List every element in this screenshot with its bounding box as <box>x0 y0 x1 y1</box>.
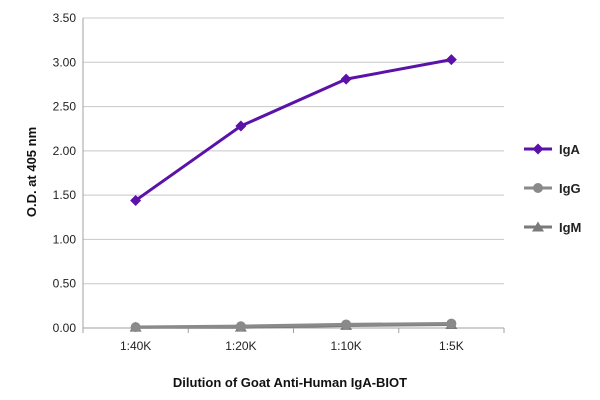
gridlines <box>83 17 504 285</box>
legend-label: IgM <box>559 220 581 235</box>
y-tick-labels: 0.00 0.50 1.00 1.50 2.00 2.50 3.00 3.50 <box>53 11 77 335</box>
y-tick-label: 1.00 <box>53 232 77 246</box>
data-point <box>235 321 246 332</box>
legend-item-igg: IgG <box>524 181 581 196</box>
y-tick-label: 1.50 <box>53 188 77 202</box>
legend: IgA IgG IgM <box>524 142 581 235</box>
legend-item-igm: IgM <box>524 220 581 235</box>
y-tick-label: 0.00 <box>53 321 77 335</box>
legend-marker <box>533 183 543 193</box>
x-tick-label: 1:20K <box>225 339 256 353</box>
data-point <box>341 319 352 330</box>
axes <box>82 18 505 333</box>
x-axis-title: Dilution of Goat Anti-Human IgA-BIOT <box>173 375 407 390</box>
y-tick-label: 0.50 <box>53 277 77 291</box>
legend-label: IgG <box>559 181 581 196</box>
series-iga <box>130 54 457 206</box>
data-point <box>340 73 352 85</box>
data-point <box>446 318 457 329</box>
x-tick-label: 1:40K <box>120 339 151 353</box>
data-point <box>445 54 457 66</box>
series <box>129 54 458 333</box>
series-igg <box>130 318 457 333</box>
legend-marker <box>532 221 544 232</box>
x-tick-label: 1:5K <box>439 339 464 353</box>
y-tick-label: 2.50 <box>53 100 77 114</box>
y-tick-label: 3.00 <box>53 55 77 69</box>
data-point <box>130 322 141 333</box>
series-line <box>134 58 452 202</box>
y-tick-label: 3.50 <box>53 11 77 25</box>
x-tick-label: 1:10K <box>330 339 361 353</box>
legend-marker <box>532 143 544 155</box>
data-point <box>235 120 247 132</box>
series-line <box>135 321 452 329</box>
y-tick-label: 2.00 <box>53 144 77 158</box>
legend-label: IgA <box>559 142 581 157</box>
x-tick-labels: 1:40K 1:20K 1:10K 1:5K <box>120 339 464 353</box>
legend-item-iga: IgA <box>524 142 581 157</box>
data-point <box>130 194 142 206</box>
y-axis-title: O.D. at 405 nm <box>24 127 39 217</box>
